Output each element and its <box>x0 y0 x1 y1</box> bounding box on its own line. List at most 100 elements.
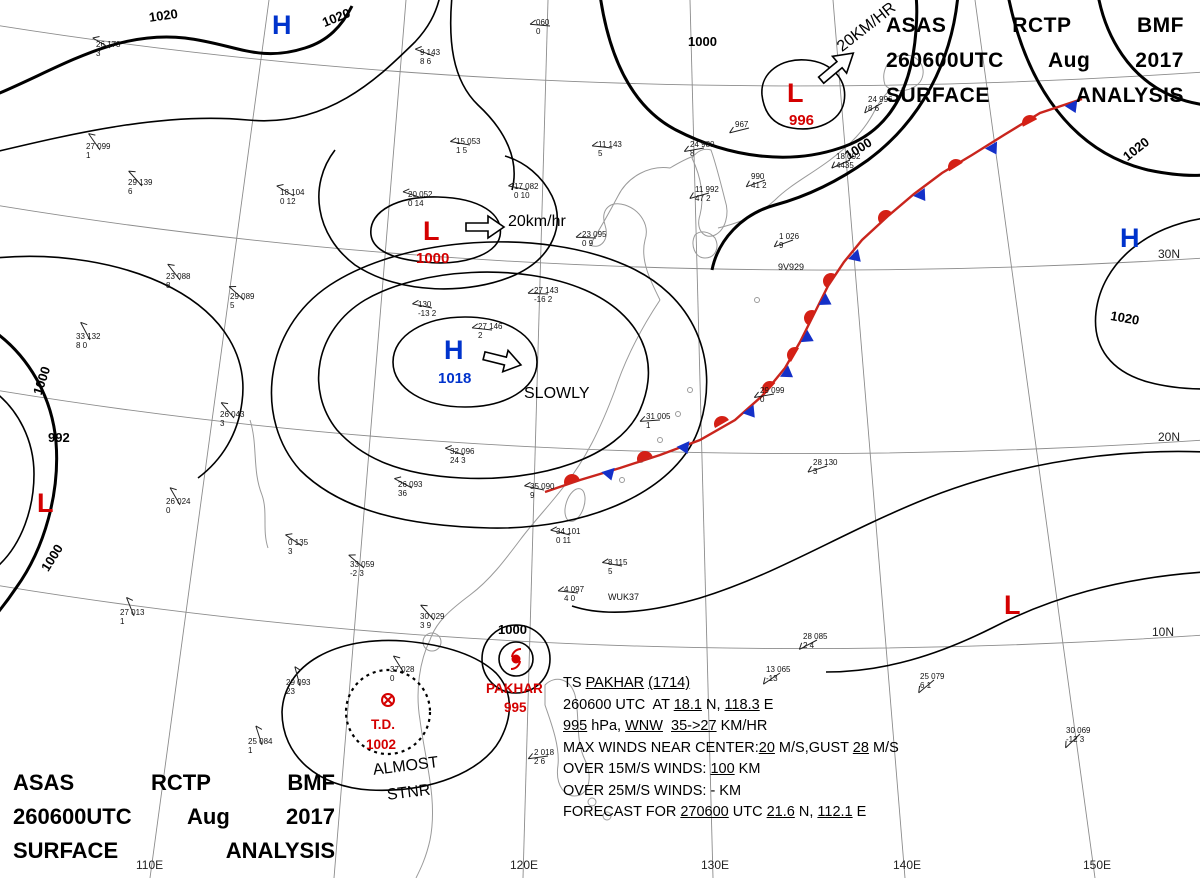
longitude-label: 140E <box>893 858 922 872</box>
warm-front-symbol-icon <box>787 347 799 362</box>
station-plot: 31 005 1 <box>646 412 671 430</box>
station-plot: 26 093 36 <box>398 480 423 498</box>
pressure-system-L: L <box>787 78 804 108</box>
station-plot: 26 024 0 <box>166 497 191 515</box>
station-plot: 29 139 6 <box>128 178 153 196</box>
storm-info-line: TS PAKHAR (1714) <box>563 675 691 691</box>
title-block-bottom-left: ASAS RCTP BMF 260600UTC Aug 2017 SURFACE… <box>13 766 335 868</box>
cold-front-symbol-icon <box>676 441 690 455</box>
station-plot: 26 043 3 <box>220 410 245 428</box>
station-plot: 15 053 1 5 <box>456 137 481 155</box>
station-plot: 11 992 47 2 <box>695 185 719 203</box>
station-plot: 34 101 0 11 <box>556 527 581 545</box>
arrow-slowly-icon <box>482 348 523 374</box>
station-plot: 4 097 4 0 <box>564 585 585 603</box>
storm-label: ALMOST <box>372 753 440 779</box>
movement-arrows <box>465 52 855 374</box>
storm-info-line: FORECAST FOR 270600 UTC 21.6 N, 112.1 E <box>563 804 867 820</box>
pressure-value: 1000 <box>416 250 450 267</box>
station-plot: 27 143 -16 2 <box>534 286 559 304</box>
pressure-system-L: L <box>1004 590 1021 620</box>
cold-front-symbol-icon <box>848 249 861 262</box>
storm-info-line: 995 hPa, WNW 35->27 KM/HR <box>563 718 768 734</box>
station-plot: 18 104 0 12 <box>280 188 305 206</box>
station-plot: 25 084 1 <box>248 737 273 755</box>
station-plot: 060 0 <box>536 18 550 36</box>
arrow-northeast-icon <box>817 52 855 85</box>
isobar-label: 1020 <box>148 5 179 25</box>
warm-front-symbol-icon <box>637 451 653 462</box>
tropical-depression-symbol-icon <box>381 693 395 707</box>
pressure-value: 996 <box>789 112 815 129</box>
isobar-label: 1000 <box>30 364 54 397</box>
warm-front-symbol-icon <box>564 474 580 485</box>
station-plot: 28 130 3 <box>813 458 838 476</box>
warm-front-symbol-icon <box>948 159 963 172</box>
longitude-label: 120E <box>510 858 539 872</box>
station-plot: 990 41 2 <box>751 172 767 190</box>
station-plot: 130 -13 2 <box>418 300 437 318</box>
cold-front-symbol-icon <box>601 467 615 481</box>
station-plot: 27 013 1 <box>120 608 145 626</box>
station-plot: 967 <box>735 120 749 129</box>
station-plot: 8 115 5 <box>608 558 628 576</box>
station-plot: 33 132 8 0 <box>76 332 101 350</box>
longitude-label: 130E <box>701 858 730 872</box>
warm-front-symbol-icon <box>823 273 836 288</box>
product-datetime: 260600UTC Aug 2017 <box>886 49 1184 72</box>
station-plot: 24 996 8 6 <box>868 95 893 113</box>
isobar-label: 1000 <box>38 541 67 574</box>
station-plot: 27 099 1 <box>86 142 111 160</box>
station-plot: 28 085 2 4 <box>803 632 828 650</box>
station-plot: 29 089 5 <box>230 292 255 310</box>
coastlines <box>249 54 924 878</box>
pressure-system-L: L <box>37 488 54 518</box>
station-plot: 11 143 5 <box>598 140 622 158</box>
stationary-front <box>544 97 1083 494</box>
warm-front-symbol-icon <box>804 310 816 326</box>
latitude-label: 20N <box>1158 430 1181 444</box>
motion-label: 20km/hr <box>508 213 566 230</box>
pressure-system-H: H <box>1120 223 1140 253</box>
storm-info-line: OVER 15M/S WINDS: 100 KM <box>563 761 761 777</box>
station-plot: 9 143 8 6 <box>420 48 441 66</box>
isobar-label: 1000 <box>498 622 527 637</box>
pressure-value: 1018 <box>438 370 472 387</box>
motion-label: SLOWLY <box>524 385 590 402</box>
product-id: ASAS RCTP BMF <box>886 14 1184 37</box>
product-datetime: 260600UTC Aug 2017 <box>13 804 335 829</box>
station-plot: 26 173 3 <box>96 40 121 58</box>
storm-label: T.D. <box>371 717 396 732</box>
station-plot: 35 090 9 <box>530 482 555 500</box>
storm-label: 995 <box>504 700 527 715</box>
product-type: SURFACE ANALYSIS <box>13 838 335 863</box>
arrow-east-icon <box>465 214 506 240</box>
cold-front-symbol-icon <box>800 329 814 343</box>
station-plot: 23 095 0 9 <box>582 230 607 248</box>
storm-label: PAKHAR <box>486 681 543 696</box>
station-plot: 18 092 4435 <box>836 152 861 170</box>
storm-label: STNR <box>386 781 432 804</box>
station-plot: 29 093 23 <box>286 678 311 696</box>
warm-front-symbol-icon <box>1022 115 1038 127</box>
station-id-label: WUK37 <box>608 592 640 602</box>
cold-front-symbol-icon <box>742 404 755 418</box>
warm-front-symbol-icon <box>762 381 776 395</box>
isobar-label: 992 <box>48 430 70 445</box>
station-plot: 29 099 0 <box>760 386 785 404</box>
station-plot: 2 018 2 6 <box>534 748 555 766</box>
station-plot: 27 146 2 <box>478 322 503 340</box>
station-plot: 0 135 3 <box>288 538 309 556</box>
cold-front-symbol-icon <box>984 141 998 155</box>
warm-front-symbol-icon <box>714 416 729 428</box>
typhoon-symbol-icon <box>510 647 522 671</box>
station-plot: 25 079 6 1 <box>920 672 945 690</box>
wind-barbs <box>80 19 1081 760</box>
product-id: ASAS RCTP BMF <box>13 770 335 795</box>
cold-front-symbol-icon <box>1064 100 1078 113</box>
cold-front-symbol-icon <box>779 365 794 378</box>
station-plot: 1 026 9 <box>779 232 800 250</box>
isobar-label: 1020 <box>1109 308 1141 328</box>
